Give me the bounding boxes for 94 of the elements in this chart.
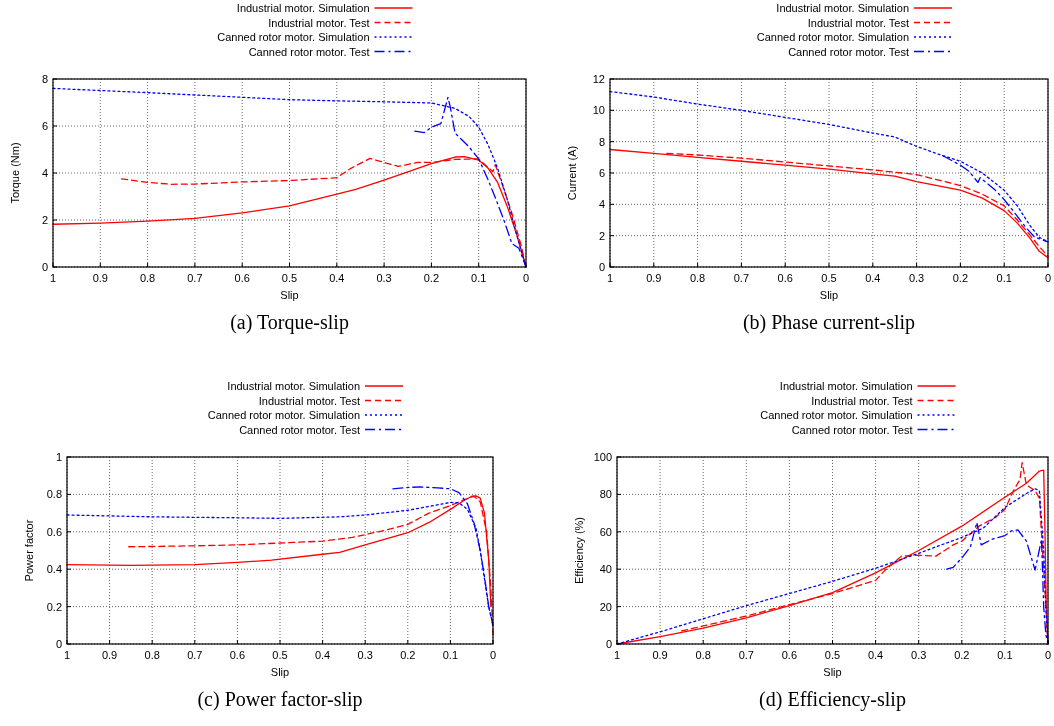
y-axis-title: Torque (Nm) [9, 142, 21, 204]
legend-label: Industrial motor. Test [807, 16, 909, 29]
y-axis-title: Power factor [23, 519, 35, 582]
y-tick-label: 80 [599, 488, 612, 501]
legend-label: Industrial motor. Simulation [236, 2, 370, 14]
x-tick-label: 1 [63, 649, 71, 661]
y-tick-label: 0 [55, 638, 62, 650]
legend-label: Canned rotor motor. Test [788, 45, 909, 58]
legend-label: Canned rotor motor. Test [239, 423, 360, 436]
x-tick-label: 0.2 [400, 649, 416, 661]
y-axis-title: Efficiency (%) [573, 516, 585, 585]
y-tick-label: 12 [592, 73, 605, 85]
text: (b) Phase current-slip [742, 311, 916, 334]
y-tick-label: 100 [593, 451, 612, 463]
x-tick-label: 0.6 [229, 649, 246, 661]
legend-label: Industrial motor. Test [268, 16, 370, 29]
x-tick-label: 0.4 [314, 649, 331, 661]
legend-label: Canned rotor motor. Test [248, 45, 370, 58]
x-tick-label: 0.2 [954, 649, 970, 661]
x-tick-label: 0.1 [997, 649, 1013, 661]
y-tick-label: 0.8 [46, 488, 62, 501]
x-tick-label: 0.9 [92, 272, 108, 284]
y-tick-label: 6 [598, 167, 605, 179]
legend-label: Canned rotor motor. Simulation [756, 31, 909, 43]
legend-label: Industrial motor. Simulation [776, 2, 909, 14]
x-tick-label: 0.7 [187, 649, 203, 661]
y-tick-label: 10 [592, 104, 605, 117]
x-tick-label: 0.1 [471, 272, 487, 284]
x-tick-label: 0.9 [101, 649, 118, 661]
x-tick-label: 0.8 [144, 649, 160, 661]
x-tick-label: 0.3 [357, 649, 373, 661]
y-tick-label: 8 [598, 135, 605, 148]
x-tick-label: 0.7 [187, 272, 203, 284]
x-tick-label: 0.2 [423, 272, 440, 284]
x-tick-label: 0.3 [911, 649, 927, 661]
y-tick-label: 8 [41, 73, 48, 85]
x-tick-label: 0 [489, 649, 497, 661]
x-axis-title: Slip [819, 289, 839, 301]
y-tick-label: 20 [599, 600, 612, 613]
x-tick-label: 0 [522, 272, 530, 284]
legend-label: Industrial motor. Test [811, 394, 913, 407]
y-tick-label: 4 [598, 198, 605, 211]
y-tick-label: 1 [55, 451, 62, 463]
x-axis-title: Slip [280, 289, 299, 301]
legend-label: Canned rotor motor. Simulation [760, 409, 913, 421]
x-tick-label: 1 [613, 649, 621, 661]
y-tick-label: 6 [41, 120, 48, 132]
y-tick-label: 0.2 [46, 600, 62, 613]
x-tick-label: 0.9 [646, 272, 662, 284]
x-tick-label: 0.9 [652, 649, 668, 661]
x-tick-label: 0.7 [738, 649, 754, 661]
y-tick-label: 40 [599, 563, 612, 576]
x-axis-title: Slip [823, 666, 842, 678]
legend-label: Canned rotor motor. Simulation [217, 31, 370, 43]
x-tick-label: 0.2 [952, 272, 969, 284]
legend-label: Industrial motor. Simulation [227, 380, 360, 392]
x-tick-label: 0.6 [777, 272, 793, 284]
x-tick-label: 0.1 [442, 649, 459, 661]
x-tick-label: 0.3 [376, 272, 392, 284]
y-tick-label: 2 [598, 229, 605, 242]
text: (a) Torque-slip [230, 311, 349, 334]
x-tick-label: 0.8 [695, 649, 711, 661]
legend-label: Canned rotor motor. Test [791, 423, 913, 436]
y-tick-label: 0 [41, 261, 48, 273]
legend-label: Industrial motor. Simulation [779, 380, 913, 392]
x-tick-label: 0.6 [234, 272, 250, 284]
y-tick-label: 0.4 [46, 563, 62, 576]
x-tick-label: 0 [1044, 649, 1052, 661]
y-tick-label: 4 [41, 167, 48, 179]
x-tick-label: 0 [1044, 272, 1052, 284]
y-tick-label: 2 [41, 214, 48, 226]
y-tick-label: 0 [598, 261, 605, 273]
text: (c) Power factor-slip [197, 688, 363, 711]
x-tick-label: 0.3 [908, 272, 925, 284]
x-tick-label: 0.1 [996, 272, 1012, 284]
y-tick-label: 0.6 [46, 525, 62, 538]
x-tick-label: 0.5 [821, 272, 837, 284]
legend-label: Industrial motor. Test [258, 394, 360, 407]
x-tick-label: 0.8 [689, 272, 706, 284]
legend-label: Canned rotor motor. Simulation [207, 409, 360, 421]
y-axis-title: Current (A) [566, 145, 578, 201]
x-tick-label: 0.5 [824, 649, 841, 661]
x-tick-label: 0.4 [867, 649, 884, 661]
x-tick-label: 0.5 [281, 272, 298, 284]
x-tick-label: 0.8 [139, 272, 156, 284]
x-tick-label: 0.6 [781, 649, 798, 661]
y-tick-label: 0 [605, 638, 612, 650]
x-tick-label: 0.4 [865, 272, 881, 284]
y-tick-label: 60 [599, 525, 612, 538]
x-axis-title: Slip [270, 666, 290, 678]
x-tick-label: 0.7 [733, 272, 750, 284]
x-tick-label: 0.4 [329, 272, 345, 284]
x-tick-label: 0.5 [272, 649, 288, 661]
text: (d) Efficiency-slip [759, 688, 906, 711]
